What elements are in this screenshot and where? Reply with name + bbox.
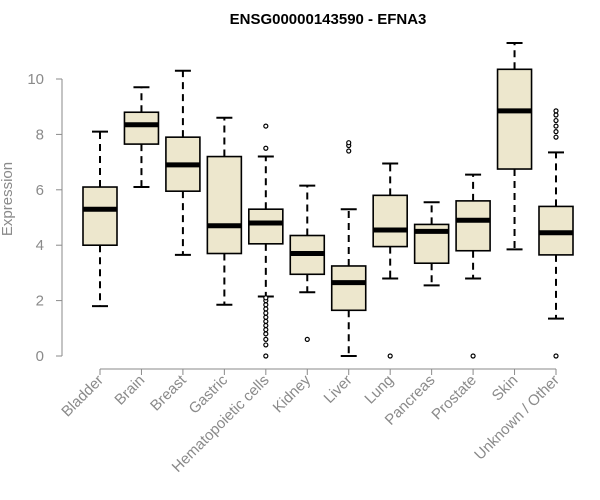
y-tick-label: 2 — [36, 293, 44, 310]
y-axis-label: Expression — [0, 162, 16, 236]
x-tick-label: Liver — [321, 372, 356, 407]
outlier-point — [263, 353, 269, 359]
x-tick-label: Prostate — [428, 372, 480, 424]
outlier-point — [263, 318, 269, 324]
outlier-point — [263, 123, 269, 129]
box-kidney — [289, 184, 326, 342]
x-tick-label: Kidney — [270, 371, 315, 416]
y-tick-label: 6 — [36, 182, 44, 199]
outlier-point — [470, 353, 476, 359]
y-tick-label: 0 — [36, 348, 44, 365]
iqr-box — [206, 155, 243, 255]
outlier-point — [346, 140, 352, 146]
chart-title: ENSG00000143590 - EFNA3 — [230, 11, 427, 28]
x-tick-label: Breast — [147, 371, 190, 414]
x-tick-label: Lung — [361, 372, 397, 408]
y-tick-label: 10 — [27, 71, 44, 88]
y-tick-label: 8 — [36, 126, 44, 143]
box-pancreas — [413, 201, 450, 287]
outlier-point — [553, 117, 559, 124]
outlier-point — [263, 331, 269, 337]
box-bladder — [82, 130, 118, 308]
box-gastric — [206, 116, 243, 306]
boxes — [82, 41, 574, 359]
x-tick-label: Bladder — [58, 372, 107, 421]
outlier-point — [263, 145, 269, 151]
iqr-box — [248, 208, 284, 245]
box-breast — [165, 69, 201, 256]
x-tick-label: Skin — [489, 372, 522, 405]
outlier-point — [263, 336, 269, 342]
iqr-box — [372, 194, 408, 248]
box-liver — [330, 140, 367, 357]
outlier-point — [553, 353, 559, 359]
outlier-point — [263, 314, 269, 320]
iqr-box — [455, 200, 491, 252]
outlier-point — [263, 342, 269, 348]
outlier-point — [346, 148, 352, 154]
iqr-box — [123, 111, 160, 145]
iqr-box — [82, 186, 118, 246]
outlier-point — [304, 336, 310, 342]
box-lung — [372, 162, 408, 359]
outlier-point — [387, 353, 393, 359]
outlier-point — [553, 129, 559, 135]
outlier-point — [263, 306, 269, 312]
box-hematopoietic-cells — [248, 123, 284, 359]
x-tick-label: Brain — [111, 372, 148, 409]
outlier-point — [553, 134, 559, 140]
box-prostate — [455, 173, 491, 359]
box-unknown-other — [538, 108, 574, 359]
outlier-point — [263, 322, 269, 329]
outlier-point — [263, 327, 269, 333]
outlier-point — [263, 295, 269, 301]
y-tick-label: 4 — [36, 237, 44, 254]
outlier-point — [553, 112, 559, 118]
box-skin — [496, 41, 533, 251]
iqr-box — [496, 68, 533, 170]
outlier-point — [263, 310, 269, 316]
outlier-point — [553, 123, 559, 129]
box-brain — [123, 86, 160, 189]
y-axis: 0 2 4 6 8 10 — [27, 71, 63, 365]
iqr-box — [330, 265, 367, 312]
outlier-point — [553, 108, 559, 114]
outlier-point — [263, 302, 269, 308]
